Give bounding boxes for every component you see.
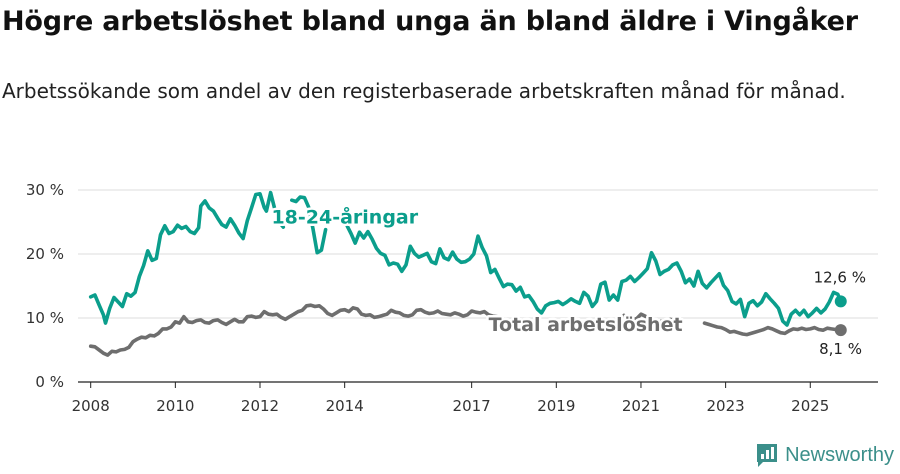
y-axis-ticks: 0 % 10 % 20 % 30 %	[26, 181, 64, 391]
total-series-label: Total arbetslöshet	[489, 314, 683, 336]
chart-logo-icon	[757, 444, 778, 467]
series-labels: 12,6 % 8,1 % 18-24-åringar Total arbetslösh…	[269, 202, 866, 358]
brand-name: Newsworthy	[785, 443, 894, 466]
x-axis-ticks: 2008 2010 2012 2014 2017 2019 2021 2023 2025	[72, 382, 829, 415]
x-tick-label: 2019	[537, 397, 575, 415]
end-markers	[834, 295, 847, 337]
chart-title: Högre arbetslöshet bland unga än bland ä…	[2, 6, 858, 37]
x-tick-label: 2010	[156, 397, 194, 415]
series-line-youth	[345, 223, 843, 327]
x-tick-label: 2008	[72, 397, 110, 415]
y-tick-label: 0 %	[35, 373, 64, 391]
total-end-label: 8,1 %	[819, 340, 862, 358]
series-line-youth	[290, 195, 328, 255]
x-tick-label: 2023	[707, 397, 745, 415]
youth-end-label: 12,6 %	[814, 268, 866, 286]
chart-subtitle: Arbetssökande som andel av den registerb…	[2, 79, 846, 103]
x-tick-label: 2021	[622, 397, 660, 415]
series-line-youth	[88, 190, 286, 325]
youth-end-marker	[834, 295, 847, 308]
y-tick-label: 10 %	[26, 309, 64, 327]
series-line-total	[622, 312, 673, 324]
y-tick-label: 20 %	[26, 245, 64, 263]
total-end-marker	[834, 324, 847, 337]
youth-series-label: 18-24-åringar	[271, 204, 418, 228]
series-line-total	[702, 321, 843, 337]
x-tick-label: 2012	[241, 397, 279, 415]
x-tick-label: 2025	[791, 397, 829, 415]
gridlines	[78, 189, 878, 319]
x-tick-label: 2014	[326, 397, 364, 415]
series-line-total	[88, 303, 499, 357]
series-lines	[88, 190, 843, 357]
newsworthy-logo: Newsworthy	[755, 442, 894, 468]
x-tick-label: 2017	[453, 397, 491, 415]
y-tick-label: 30 %	[26, 181, 64, 199]
